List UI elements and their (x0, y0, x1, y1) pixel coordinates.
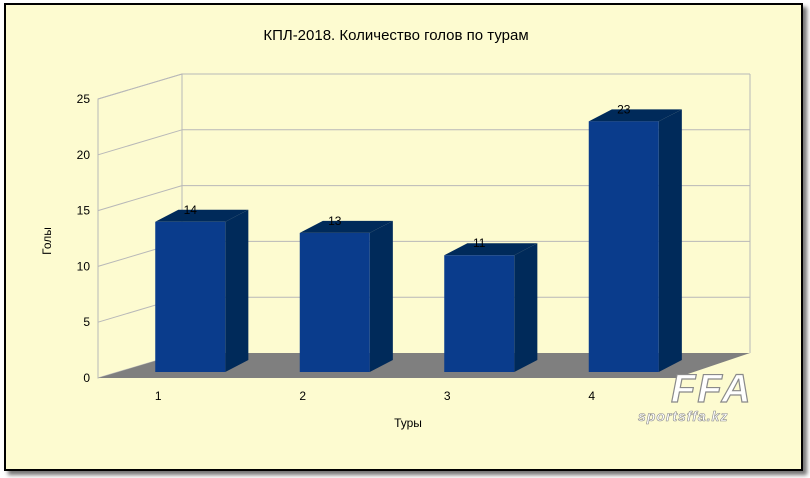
y-tick-label: 0 (83, 371, 90, 385)
y-tick-label: 25 (77, 92, 91, 106)
bar-front (155, 221, 226, 372)
bar-top (444, 243, 538, 256)
y-tick-label: 20 (77, 148, 91, 162)
x-axis-ticks: 1 2 3 4 (155, 389, 596, 403)
bar (444, 243, 538, 372)
bar (588, 109, 682, 372)
bar-side (369, 220, 393, 372)
y-tick-label: 5 (83, 315, 90, 329)
x-tick-label: 1 (155, 389, 162, 403)
data-label: 11 (473, 236, 486, 250)
bar-side (514, 243, 538, 372)
bar-top (588, 109, 682, 122)
gridline-side (97, 185, 183, 212)
chart-floor (98, 353, 750, 378)
y-axis-title: Голы (40, 227, 54, 255)
bar-side (225, 209, 249, 372)
x-tick-label: 2 (299, 389, 306, 403)
bar-side (658, 109, 682, 372)
chart-title: КПЛ-2018. Количество голов по турам (263, 27, 528, 44)
data-label: 13 (328, 214, 342, 228)
bar-top (155, 209, 249, 222)
bar (299, 220, 393, 372)
watermark-logo: FFA (671, 367, 753, 411)
bar-front (299, 232, 370, 372)
bar-front (588, 121, 659, 372)
x-tick-label: 4 (588, 389, 595, 403)
x-axis-title: Туры (394, 416, 422, 430)
gridline-side (97, 73, 183, 100)
x-tick-label: 3 (444, 389, 451, 403)
y-tick-label: 10 (77, 259, 91, 273)
chart-frame: КПЛ-2018. Количество голов по турам 0 5 10… (4, 3, 803, 471)
gridline-side (97, 129, 183, 156)
bar-front (444, 255, 515, 372)
bar-chart: КПЛ-2018. Количество голов по турам 0510… (40, 27, 753, 430)
bar-top (299, 220, 393, 233)
data-label: 14 (184, 203, 198, 217)
watermark: FFA sportsffa.kz (638, 366, 753, 424)
y-axis-ticks: 0 5 10 15 20 25 (77, 92, 91, 385)
watermark-site: sportsffa.kz (638, 408, 728, 424)
bar (155, 209, 249, 372)
data-label: 23 (617, 102, 631, 116)
y-tick-label: 15 (77, 204, 91, 218)
bars: 14 13 11 23 (155, 102, 682, 372)
